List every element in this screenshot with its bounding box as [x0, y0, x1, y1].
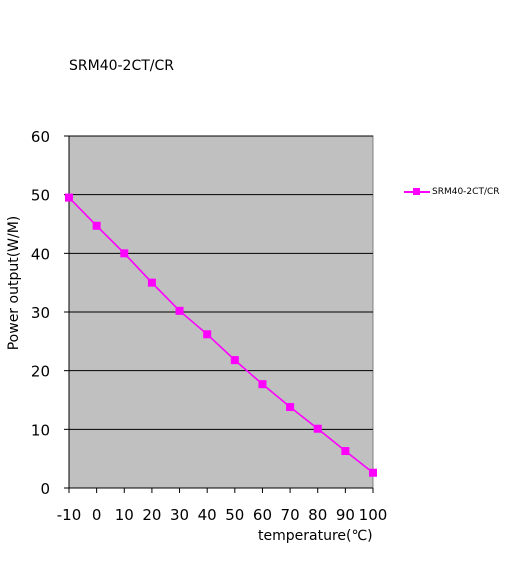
x-tick-label: 60 [253, 506, 272, 524]
y-axis-label: Power output(W/M) [6, 215, 22, 351]
x-tick-label: 80 [308, 506, 327, 524]
data-point [258, 380, 267, 389]
x-tick-label: 100 [359, 506, 388, 524]
chart-title: SRM40-2CT/CR [69, 58, 175, 74]
data-point [230, 356, 239, 365]
data-point [120, 249, 129, 258]
x-tick-label: 40 [198, 506, 217, 524]
y-tick-label: 10 [31, 421, 50, 439]
data-point [369, 468, 377, 477]
legend: SRM40-2CT/CR [404, 187, 500, 197]
data-point [147, 278, 156, 287]
data-point [203, 330, 212, 339]
x-tick-label: -10 [57, 506, 82, 524]
y-tick-label: 40 [31, 245, 50, 263]
data-point [313, 424, 322, 433]
y-tick-label: 50 [31, 187, 50, 205]
series-line [68, 197, 374, 474]
x-tick-label: 90 [336, 506, 355, 524]
data-point [286, 403, 295, 412]
x-axis-label: temperature(℃) [258, 528, 373, 544]
legend-swatch [404, 187, 430, 197]
y-tick-label: 30 [31, 304, 50, 322]
x-tick-label: 70 [281, 506, 300, 524]
x-tick-label: 0 [92, 506, 102, 524]
data-point [175, 306, 184, 315]
data-point [341, 447, 350, 456]
data-point [92, 221, 101, 230]
data-point [65, 193, 73, 202]
x-tick-label: 30 [170, 506, 189, 524]
x-tick-label: 20 [142, 506, 161, 524]
x-tick-label: 10 [115, 506, 134, 524]
legend-label: SRM40-2CT/CR [432, 187, 500, 197]
y-tick-label: 20 [31, 363, 50, 381]
legend-marker [413, 188, 420, 195]
y-tick-label: 60 [31, 128, 50, 146]
y-tick-label: 0 [40, 480, 50, 498]
x-tick-label: 50 [225, 506, 244, 524]
